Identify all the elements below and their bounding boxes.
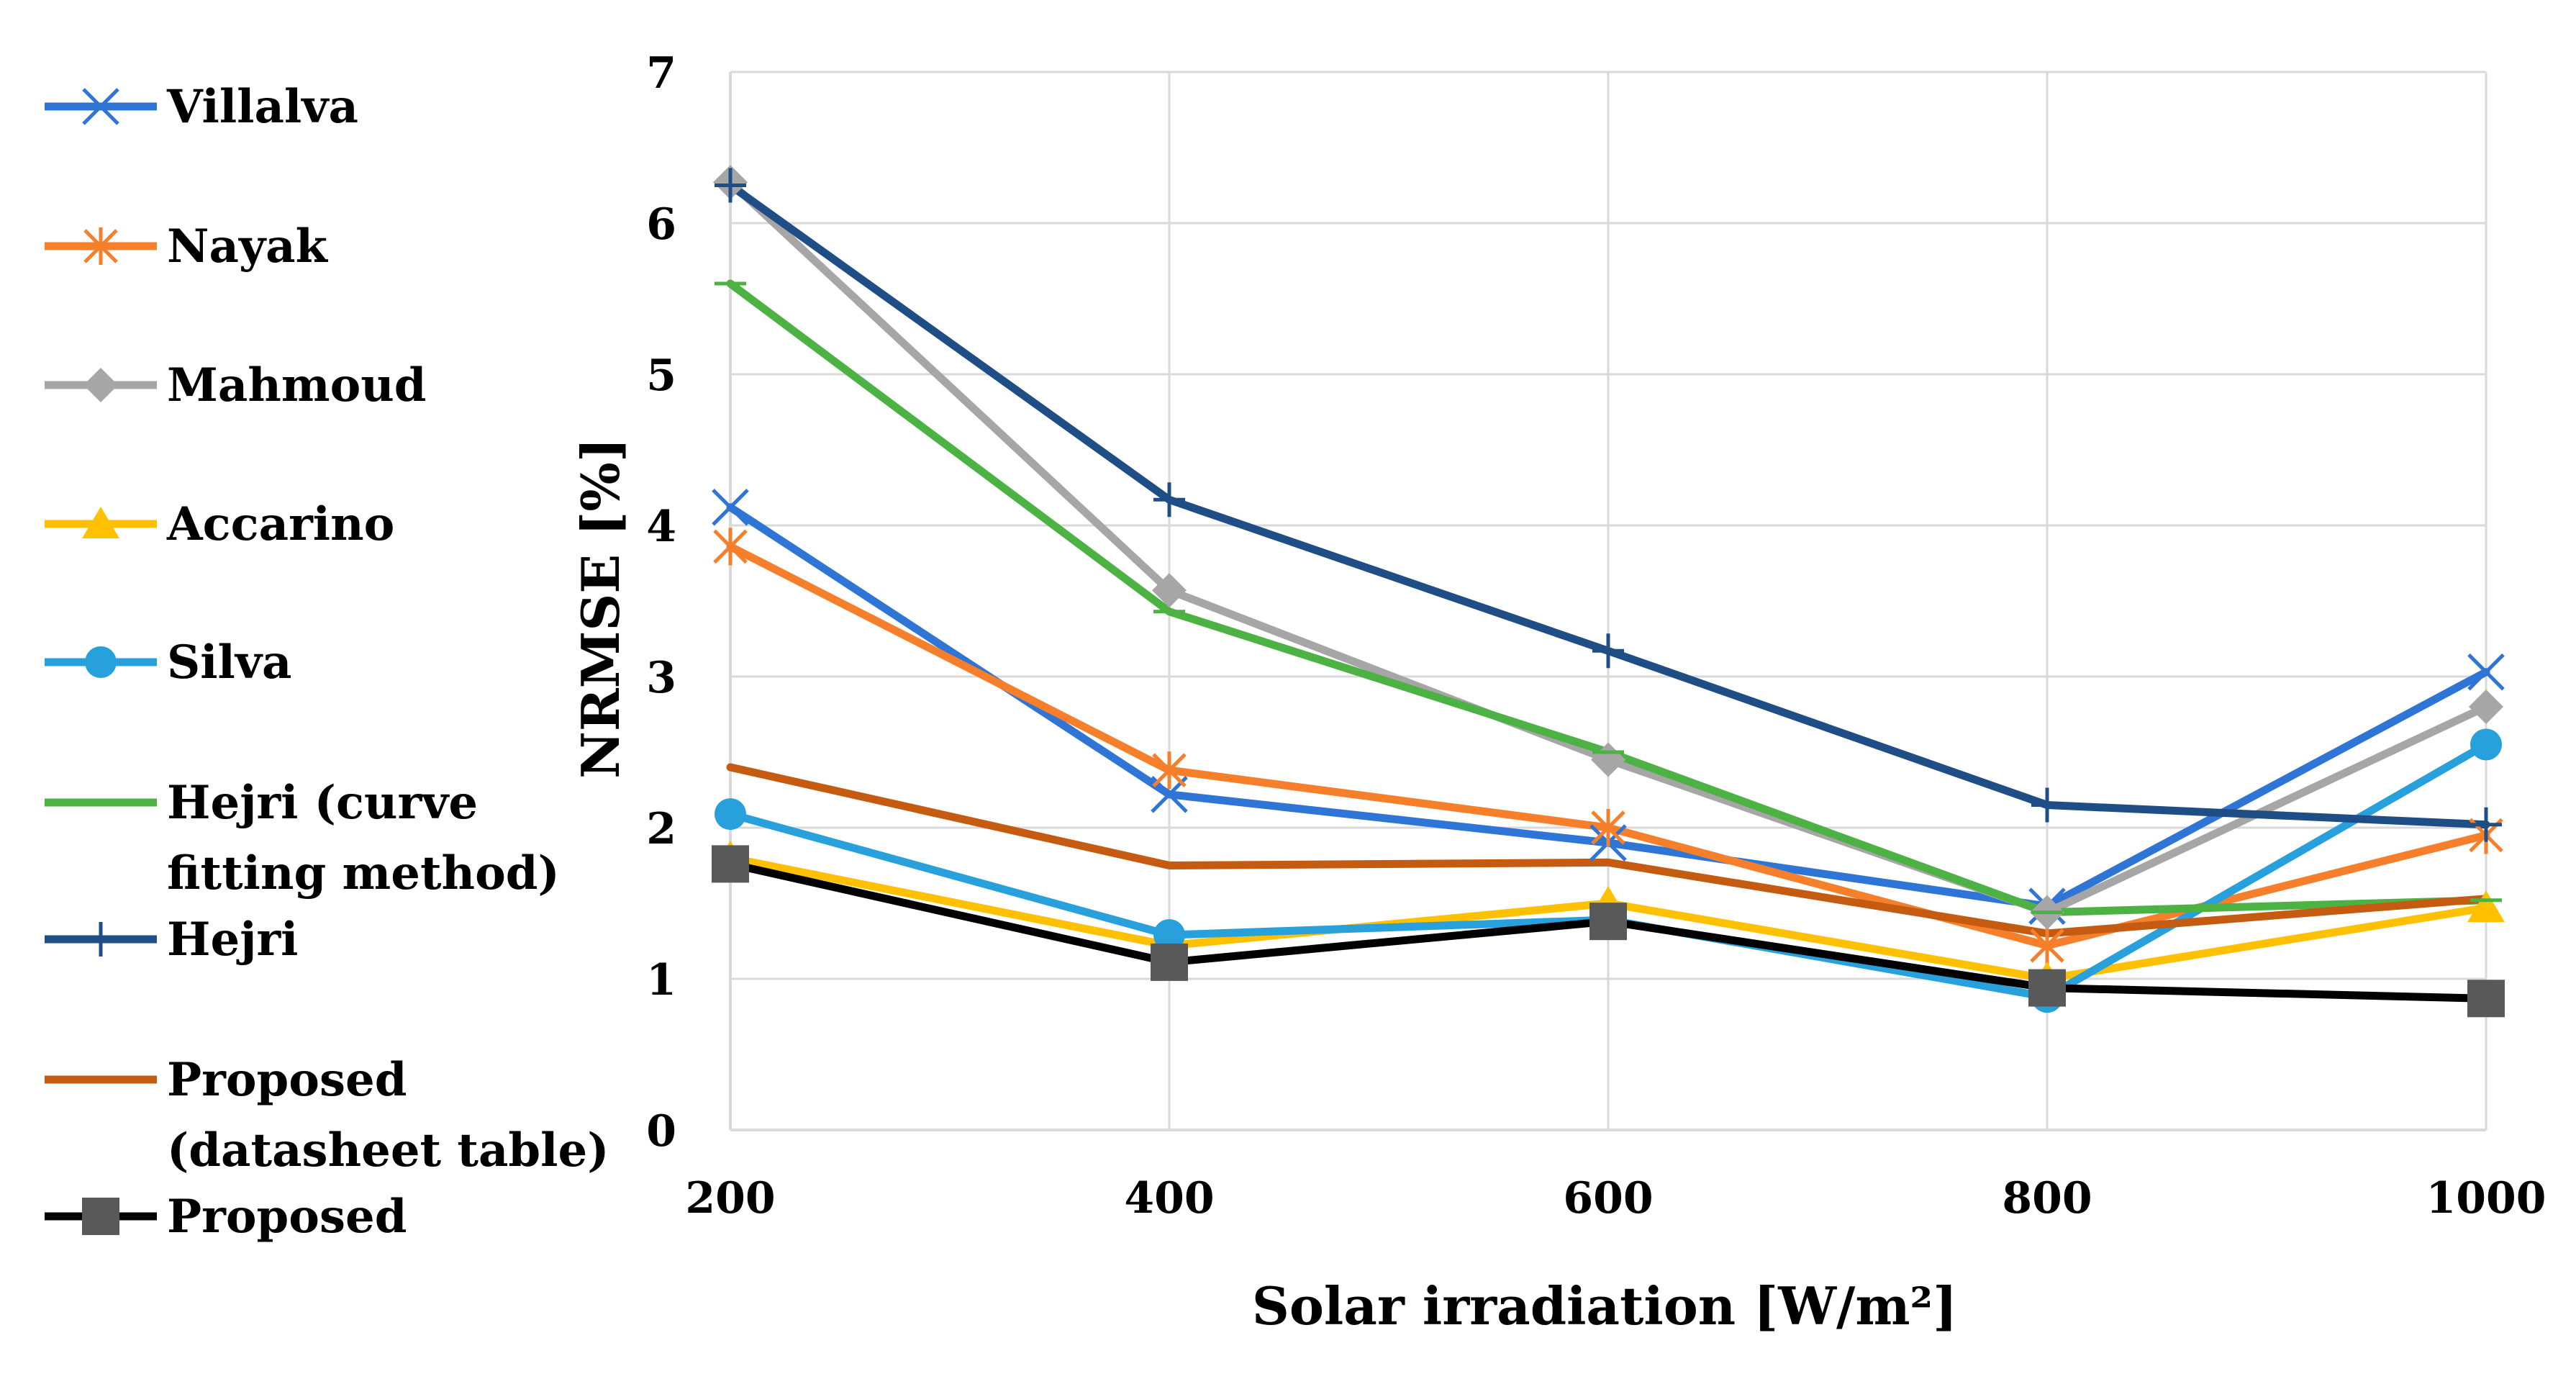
legend-item-accarino: Accarino — [45, 497, 394, 551]
legend-label: fitting method) — [167, 846, 560, 900]
legend-item-mahmoud: Mahmoud — [45, 358, 427, 412]
x-tick-label: 600 — [1563, 1173, 1653, 1224]
data-point-hejri — [2470, 807, 2502, 842]
y-axis-title: NRMSE [%] — [570, 438, 631, 779]
legend-marker — [83, 227, 118, 265]
legend-item-nayak: Nayak — [45, 220, 329, 273]
legend-label: Hejri — [167, 913, 298, 967]
legend-label: Hejri (curve — [167, 776, 478, 830]
series-line-proposed-datasheet-table — [726, 763, 2490, 938]
legend-item-villalva: Villalva — [45, 80, 358, 134]
data-point-nayak — [2030, 926, 2064, 964]
data-point-proposed — [2028, 969, 2066, 1007]
y-tick-label: 5 — [646, 351, 676, 401]
x-tick-label: 1000 — [2426, 1173, 2546, 1224]
y-tick-label: 4 — [646, 502, 676, 552]
data-point-proposed — [1589, 903, 1627, 941]
legend-marker — [82, 507, 119, 538]
data-point-proposed — [1151, 943, 1188, 981]
data-point-mahmoud — [2469, 690, 2503, 724]
tick-labels: 0 1 2 3 4 5 6 7 200 400 600 800 1000 — [646, 48, 2546, 1224]
legend-item-hejri: Hejri — [45, 913, 298, 967]
y-tick-label: 6 — [646, 199, 676, 250]
data-point-hejri — [715, 168, 746, 203]
x-axis-title: Solar irradiation [W/m²] — [1252, 1275, 1957, 1337]
data-point-silva — [1153, 919, 1185, 951]
x-tick-label: 200 — [685, 1173, 775, 1224]
data-point-nayak — [1591, 809, 1625, 846]
axes — [729, 72, 2486, 1131]
legend-marker — [82, 88, 119, 125]
legend-marker — [85, 922, 117, 957]
legend-label: Accarino — [166, 497, 394, 551]
data-point-hejri — [2031, 787, 2063, 823]
data-point-hejri — [1153, 482, 1185, 517]
x-tick-label: 800 — [2002, 1173, 2092, 1224]
legend-label: Silva — [167, 636, 292, 690]
y-tick-label: 7 — [646, 48, 676, 99]
y-tick-label: 0 — [646, 1106, 676, 1157]
data-point-nayak — [713, 528, 748, 566]
grid — [730, 71, 2487, 1130]
data-point-accarino — [2467, 890, 2505, 923]
data-point-mahmoud — [1152, 573, 1187, 608]
legend-label: Mahmoud — [167, 358, 427, 412]
legend-label: Villalva — [166, 80, 358, 134]
legend-item-proposed-datasheet-table: Proposed (datasheet table) — [45, 1053, 609, 1177]
legend-label: Nayak — [167, 220, 329, 273]
legend-item-hejri-curve-fitting-method: Hejri (curve fitting method) — [45, 776, 560, 900]
y-tick-label: 3 — [646, 653, 676, 703]
legend-label: Proposed — [167, 1053, 407, 1107]
data-point-villalva — [712, 489, 749, 526]
series-markers — [712, 165, 2505, 1018]
legend-item-proposed: Proposed — [45, 1190, 407, 1244]
legend-marker — [83, 368, 118, 402]
data-point-proposed — [712, 845, 749, 883]
data-point-proposed — [2467, 980, 2505, 1018]
legend-label: Proposed — [167, 1190, 407, 1244]
data-point-hejri — [1592, 633, 1624, 669]
legend: Villalva Nayak Mahmoud Accarino Silva Hejri (… — [45, 80, 609, 1244]
legend-marker — [85, 646, 117, 678]
legend-marker — [82, 1198, 119, 1235]
data-point-villalva — [2467, 653, 2505, 691]
data-point-silva — [2470, 728, 2502, 761]
legend-item-silva: Silva — [45, 636, 292, 690]
legend-label: (datasheet table) — [167, 1123, 609, 1177]
y-tick-label: 2 — [646, 804, 676, 854]
data-point-silva — [715, 798, 746, 831]
x-tick-label: 400 — [1124, 1173, 1214, 1224]
y-tick-label: 1 — [646, 955, 676, 1005]
data-point-nayak — [1152, 751, 1187, 790]
